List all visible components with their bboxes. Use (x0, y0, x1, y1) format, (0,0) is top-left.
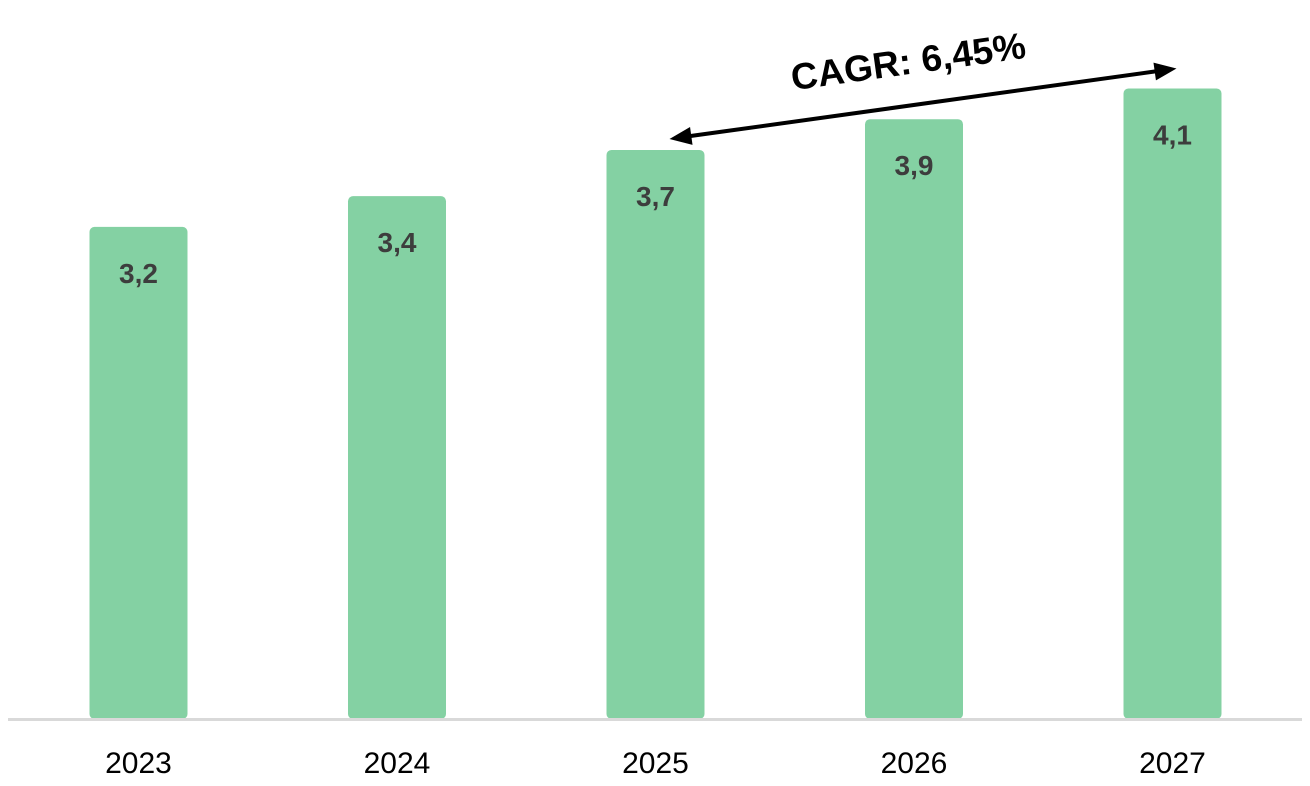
value-label-2027: 4,1 (1153, 119, 1192, 150)
value-label-2024: 3,4 (378, 227, 417, 258)
bar-2027 (1123, 88, 1222, 720)
x-tick-label-2023: 2023 (105, 747, 172, 780)
bar-2026 (865, 119, 963, 719)
value-label-2026: 3,9 (895, 150, 934, 181)
value-label-2025: 3,7 (636, 181, 675, 212)
bar-2024 (348, 196, 446, 719)
x-tick-labels-group: 2023 2024 2025 2026 2027 (105, 747, 1206, 780)
bar-2023 (89, 226, 188, 720)
cagr-arrowhead-left (669, 127, 693, 145)
x-tick-label-2025: 2025 (622, 747, 689, 780)
cagr-arrowhead-right (1153, 62, 1177, 81)
x-tick-label-2027: 2027 (1139, 747, 1206, 780)
value-label-2023: 3,2 (119, 258, 158, 289)
value-labels-group: 3,2 3,4 3,7 3,9 4,1 (119, 119, 1192, 288)
cagr-label: CAGR: 6,45% (788, 25, 1028, 98)
bars-group (89, 88, 1222, 720)
x-tick-label-2026: 2026 (881, 747, 948, 780)
x-tick-label-2024: 2024 (364, 747, 431, 780)
bar-2025 (606, 149, 705, 719)
cagr-arrow-line (686, 68, 1160, 139)
